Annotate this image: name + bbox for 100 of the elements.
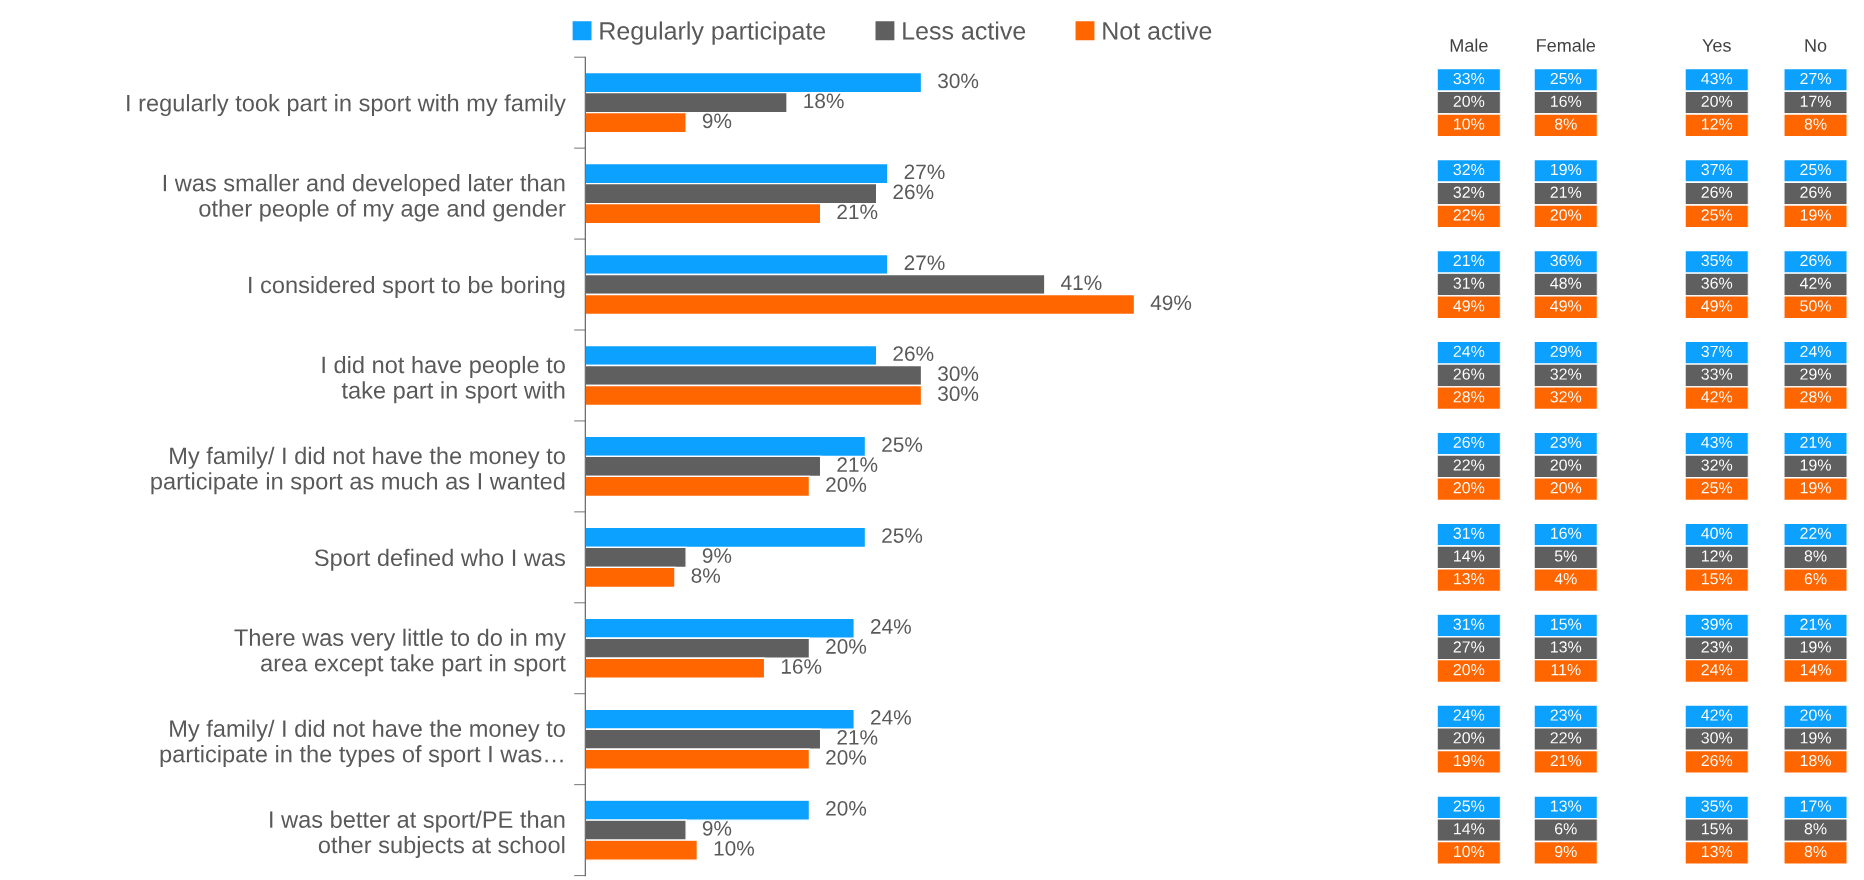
text: 33% bbox=[1701, 368, 1733, 380]
text: 8% bbox=[1804, 823, 1827, 835]
data-label: 27% bbox=[904, 164, 945, 180]
text: 31% bbox=[1453, 527, 1485, 539]
text: 26% bbox=[1453, 368, 1485, 380]
data-label: 10% bbox=[714, 840, 755, 856]
text: 12% bbox=[1701, 118, 1733, 130]
data-label: 20% bbox=[826, 800, 867, 816]
y-tick-label: I was better at sport/PE than other subjects at school bbox=[270, 810, 565, 859]
text: 25% bbox=[1800, 163, 1831, 176]
text: 31% bbox=[1453, 277, 1485, 289]
text: 14% bbox=[1454, 823, 1485, 835]
text: 27% bbox=[1453, 641, 1485, 653]
text: 39% bbox=[1701, 618, 1733, 630]
text: 48% bbox=[1550, 277, 1582, 289]
y-tick-label: I was smaller and developed later than other people of my age and gender bbox=[163, 174, 566, 222]
text: 20% bbox=[1453, 732, 1485, 744]
text: 40% bbox=[1701, 527, 1733, 539]
data-label: 24% bbox=[871, 619, 911, 634]
text: 6% bbox=[1804, 573, 1827, 585]
data-label: 20% bbox=[826, 750, 867, 765]
text: 13% bbox=[1550, 800, 1582, 812]
text: 14% bbox=[1454, 550, 1485, 562]
text: 19% bbox=[1550, 163, 1582, 176]
text: 15% bbox=[1701, 573, 1733, 585]
text: 26% bbox=[1701, 754, 1733, 767]
text: 26% bbox=[1800, 254, 1831, 267]
data-label: 49% bbox=[1150, 295, 1192, 311]
text: 8% bbox=[1554, 118, 1577, 130]
text: 19% bbox=[1800, 482, 1831, 494]
text: 19% bbox=[1800, 209, 1831, 221]
y-tick-label: Sport defined who I was bbox=[314, 548, 566, 571]
text: 24% bbox=[1701, 663, 1733, 676]
text: 37% bbox=[1701, 163, 1733, 176]
legend-label: Regularly participate bbox=[600, 21, 826, 45]
data-label: 30% bbox=[938, 386, 979, 402]
text: 43% bbox=[1701, 72, 1733, 85]
text: 11% bbox=[1551, 664, 1581, 676]
text: 20% bbox=[1453, 95, 1485, 107]
text: 43% bbox=[1701, 436, 1733, 448]
text: 8% bbox=[1804, 550, 1827, 562]
text: 17% bbox=[1800, 800, 1831, 812]
text: 49% bbox=[1550, 300, 1582, 312]
text: 50% bbox=[1800, 300, 1831, 312]
data-label: 25% bbox=[882, 528, 923, 543]
text: 49% bbox=[1701, 300, 1733, 312]
text: 26% bbox=[1800, 186, 1831, 198]
text: 32% bbox=[1701, 459, 1733, 471]
text: 35% bbox=[1701, 800, 1733, 812]
data-label: 26% bbox=[893, 184, 934, 200]
text: 37% bbox=[1701, 345, 1733, 358]
data-label: 16% bbox=[781, 659, 822, 674]
text: 24% bbox=[1453, 345, 1485, 357]
data-label: 30% bbox=[938, 73, 979, 89]
text: 32% bbox=[1550, 368, 1582, 380]
text: No bbox=[1805, 39, 1827, 52]
data-label: 20% bbox=[826, 477, 867, 492]
legend-label: Not active bbox=[1103, 21, 1212, 40]
text: 20% bbox=[1453, 663, 1485, 676]
data-label: 9% bbox=[702, 113, 732, 129]
text: 29% bbox=[1550, 345, 1582, 358]
text: 36% bbox=[1550, 254, 1582, 267]
text: 42% bbox=[1701, 391, 1733, 403]
data-label: 20% bbox=[826, 639, 867, 654]
text: 8% bbox=[1804, 118, 1827, 130]
text: 20% bbox=[1701, 95, 1733, 107]
text: 27% bbox=[1800, 72, 1831, 85]
text: 35% bbox=[1701, 254, 1733, 267]
y-tick-label: My family/ I did not have the money to participate in the types of sport I was… bbox=[160, 719, 565, 768]
text: 19% bbox=[1800, 459, 1831, 471]
text: Female bbox=[1537, 38, 1596, 52]
data-label: 41% bbox=[1061, 275, 1102, 291]
data-label: 21% bbox=[837, 457, 878, 472]
text: 14% bbox=[1800, 664, 1831, 676]
text: 16% bbox=[1550, 95, 1582, 107]
text: 24% bbox=[1453, 709, 1485, 721]
text: 8% bbox=[1804, 845, 1827, 858]
text: 49% bbox=[1453, 300, 1485, 312]
text: 20% bbox=[1550, 459, 1582, 471]
text: 23% bbox=[1701, 641, 1733, 653]
data-label: 18% bbox=[804, 93, 844, 109]
text: 19% bbox=[1454, 754, 1485, 767]
text: 20% bbox=[1453, 482, 1485, 494]
text: 9% bbox=[1554, 845, 1577, 858]
text: 25% bbox=[1453, 800, 1485, 812]
text: 21% bbox=[1800, 618, 1831, 630]
data-label: 26% bbox=[893, 346, 934, 362]
text: 19% bbox=[1800, 641, 1831, 653]
y-tick-label: I considered sport to be boring bbox=[249, 275, 565, 298]
data-label: 8% bbox=[691, 568, 721, 583]
text: 16% bbox=[1550, 527, 1582, 539]
text: 28% bbox=[1800, 391, 1831, 403]
text: 17% bbox=[1800, 95, 1831, 107]
text: 21% bbox=[1550, 186, 1582, 198]
text: 19% bbox=[1800, 732, 1831, 744]
text: 26% bbox=[1453, 436, 1485, 448]
text: 13% bbox=[1454, 573, 1485, 585]
text: 13% bbox=[1701, 845, 1733, 858]
text: 33% bbox=[1453, 72, 1485, 85]
text: 18% bbox=[1800, 754, 1831, 767]
